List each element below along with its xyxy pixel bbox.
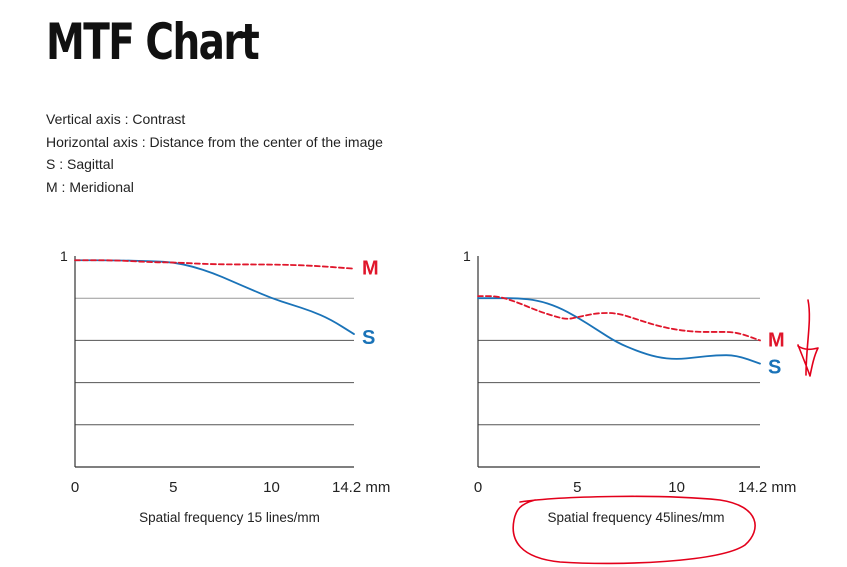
chart1-caption: Spatial frequency 15 lines/mm <box>139 510 320 525</box>
chart2-y-tick-label: 1 <box>463 248 471 264</box>
chart2-series-s-line <box>477 297 761 365</box>
chart1-series-m-label: M <box>362 258 379 280</box>
note-meridional: M : Meridional <box>46 178 134 195</box>
chart1-series-m-line <box>74 259 355 270</box>
chart2-x-tick-label-0: 0 <box>474 479 482 496</box>
chart1-series-s-line <box>74 259 355 335</box>
chart1-y-tick-label: 1 <box>60 248 68 264</box>
note-horizontal-axis: Horizontal axis : Distance from the cent… <box>46 133 383 150</box>
chart2-series-m-label: M <box>768 329 785 351</box>
chart1-x-tick-label-3: 14.2 mm <box>332 479 390 496</box>
chart2-series-s-label: S <box>768 357 781 379</box>
chart1-x-tick-label-1: 5 <box>169 479 177 496</box>
note-sagittal: S : Sagittal <box>46 156 114 173</box>
chart1-x-tick-label-0: 0 <box>71 479 79 496</box>
chart2-x-tick-label-1: 5 <box>573 479 581 496</box>
chart2-x-tick-label-3: 14.2 mm <box>738 479 796 496</box>
chart2-series-m-line <box>477 295 761 342</box>
chart2-caption: Spatial frequency 45lines/mm <box>547 510 724 525</box>
note-vertical-axis: Vertical axis : Contrast <box>46 111 186 127</box>
chart1-series-s-label: S <box>362 327 375 349</box>
axis-notes: Vertical axis : Contrast Horizontal axis… <box>46 108 383 198</box>
page-title: MTF Chart <box>46 13 260 71</box>
chart2-x-tick-label-2: 10 <box>668 479 685 496</box>
chart1-x-tick-label-2: 10 <box>263 479 280 496</box>
